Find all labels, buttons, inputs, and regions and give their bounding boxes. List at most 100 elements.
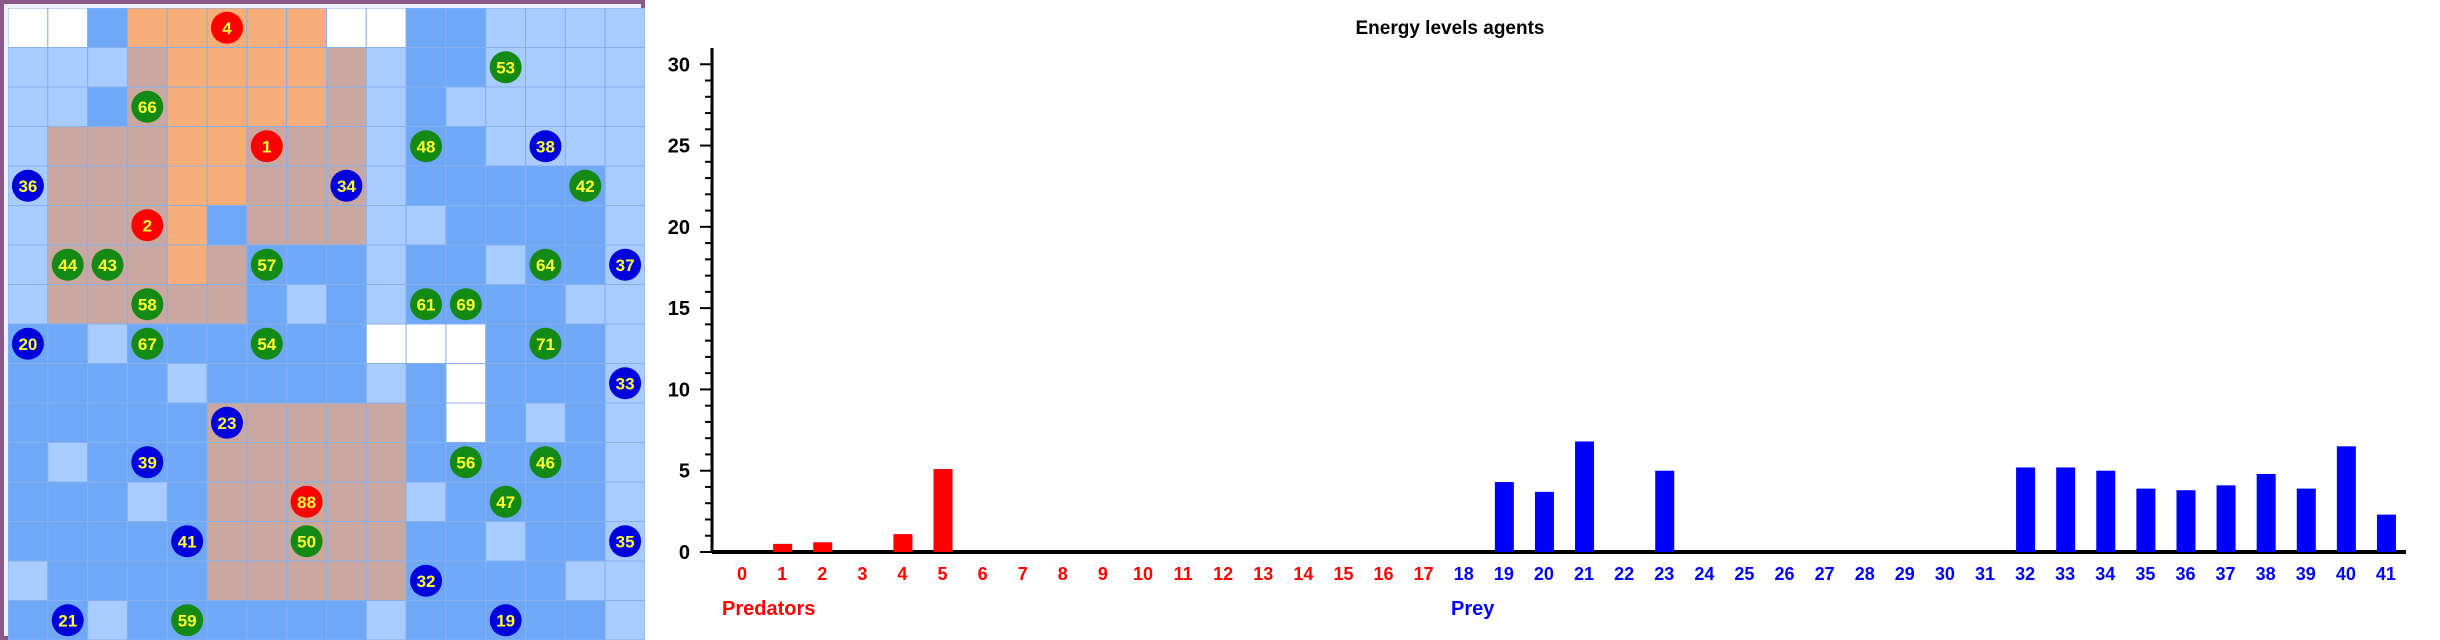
x-tick-label: 31 (1975, 564, 1995, 584)
x-tick-label: 22 (1614, 564, 1634, 584)
y-tick-label: 5 (679, 461, 690, 483)
grid-cell (326, 47, 367, 88)
grid-cell (365, 600, 407, 640)
grid-cell (445, 126, 487, 167)
grid-cell (47, 284, 89, 325)
predators-agent: 88 (290, 485, 323, 518)
grid-cell (405, 8, 447, 48)
grid-cell (445, 86, 487, 127)
plants-agent: 56 (449, 446, 482, 479)
plants-agent: 57 (250, 248, 283, 281)
grid-cell (485, 205, 527, 246)
plants-agent: 64 (529, 248, 562, 281)
plants-marker (489, 51, 522, 84)
grid-cell (485, 86, 527, 127)
grid-cell (166, 244, 208, 285)
bar-21 (1575, 441, 1595, 552)
prey-agent: 38 (529, 130, 562, 163)
grid-cell (206, 47, 248, 88)
grid-cell (604, 560, 645, 601)
grid-cell (126, 560, 168, 601)
y-tick-label: 25 (668, 136, 690, 158)
plants-id-label: 48 (417, 137, 436, 156)
plants-agent: 54 (250, 327, 283, 360)
prey-agent: 33 (609, 367, 642, 400)
grid-cell (525, 600, 566, 640)
x-tick-label: 25 (1734, 564, 1754, 584)
predators-agent: 2 (131, 209, 164, 242)
x-tick-label: 7 (1018, 564, 1028, 584)
grid-cell (286, 126, 327, 167)
grid-cell (87, 47, 128, 88)
grid-cell (564, 323, 606, 364)
grid-cell (326, 600, 367, 640)
plants-marker (529, 327, 562, 360)
x-tick-label: 34 (2095, 564, 2115, 584)
grid-cell (246, 521, 288, 562)
plants-id-label: 46 (536, 453, 555, 472)
grid-cell (126, 363, 168, 404)
plants-id-label: 56 (456, 453, 475, 472)
plants-marker (131, 288, 164, 321)
grid-cell (604, 323, 645, 364)
grid-cell (286, 165, 327, 206)
grid-cell (206, 244, 248, 285)
grid-cell (525, 47, 566, 88)
grid-cell (564, 8, 606, 48)
grid-cell (604, 8, 645, 48)
grid-cell (286, 8, 327, 48)
prey-marker (330, 169, 363, 202)
grid-cell (326, 86, 367, 127)
grid-cell (286, 47, 327, 88)
y-tick-label: 10 (668, 379, 690, 401)
bar-4 (893, 534, 913, 552)
grid-cell (286, 284, 327, 325)
x-tick-label: 41 (2376, 564, 2396, 584)
grid-cell (365, 402, 407, 443)
prey-marker (210, 406, 243, 439)
grid-cell (485, 363, 527, 404)
predators-id-label: 2 (143, 216, 152, 235)
grid-cell (166, 363, 208, 404)
prey-agent: 19 (489, 604, 522, 637)
grid-cell (445, 8, 487, 48)
prey-marker (11, 327, 44, 360)
plants-id-label: 58 (138, 295, 157, 314)
x-tick-label: 11 (1174, 564, 1193, 584)
predators-agent: 4 (210, 11, 243, 44)
grid-cell (564, 600, 606, 640)
plants-marker (489, 485, 522, 518)
grid-cell (365, 86, 407, 127)
prey-marker (609, 367, 642, 400)
grid-cell (604, 47, 645, 88)
prey-id-label: 41 (178, 532, 197, 551)
grid-cell (365, 165, 407, 206)
grid-cell (166, 205, 208, 246)
prey-marker (410, 564, 443, 597)
grid-cell (286, 363, 327, 404)
plants-id-label: 54 (257, 335, 276, 354)
x-tick-label: 24 (1694, 564, 1714, 584)
plants-agent: 66 (131, 90, 164, 123)
predators-marker (131, 209, 164, 242)
grid-cell (365, 205, 407, 246)
grid-cell (405, 165, 447, 206)
grid-cell (87, 165, 128, 206)
grid-cell (8, 560, 49, 601)
grid-cell (326, 560, 367, 601)
x-tick-label: 38 (2256, 564, 2276, 584)
grid-cell (326, 521, 367, 562)
grid-cell (47, 165, 89, 206)
prey-agent: 36 (11, 169, 44, 202)
prey-id-label: 37 (616, 256, 635, 275)
prey-id-label: 33 (616, 374, 635, 393)
plants-id-label: 69 (456, 295, 475, 314)
prey-marker (171, 525, 204, 558)
grid-cell (286, 402, 327, 443)
grid-cell (246, 165, 288, 206)
prey-id-label: 34 (337, 177, 356, 196)
grid-cell (87, 363, 128, 404)
plants-agent: 42 (569, 169, 602, 202)
x-tick-label: 6 (978, 564, 988, 584)
grid-cell (8, 126, 49, 167)
